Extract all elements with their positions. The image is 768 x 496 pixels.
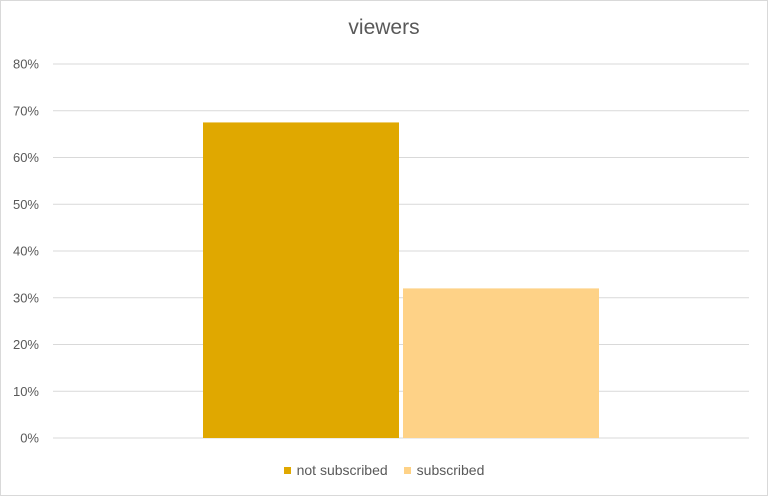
legend-item-not-subscribed[interactable]: not subscribed	[283, 462, 388, 478]
legend: not subscribed subscribed	[1, 462, 767, 478]
y-tick-label: 10%	[13, 384, 39, 399]
legend-swatch-subscribed	[403, 466, 411, 474]
legend-label-not-subscribed: not subscribed	[296, 462, 388, 478]
y-tick-label: 60%	[13, 150, 39, 165]
y-tick-label: 20%	[13, 337, 39, 352]
bar-subscribed[interactable]	[403, 288, 599, 438]
y-tick-label: 30%	[13, 290, 39, 305]
y-tick-label: 80%	[13, 57, 39, 72]
bar-not-subscribed[interactable]	[203, 122, 399, 438]
legend-item-subscribed[interactable]: subscribed	[403, 462, 485, 478]
y-tick-label: 40%	[13, 244, 39, 259]
legend-label-subscribed: subscribed	[416, 462, 485, 478]
legend-swatch-not-subscribed	[283, 466, 291, 474]
y-tick-label: 50%	[13, 197, 39, 212]
chart-title: viewers	[348, 16, 420, 39]
y-tick-label: 70%	[13, 103, 39, 118]
y-tick-label: 0%	[20, 431, 39, 446]
